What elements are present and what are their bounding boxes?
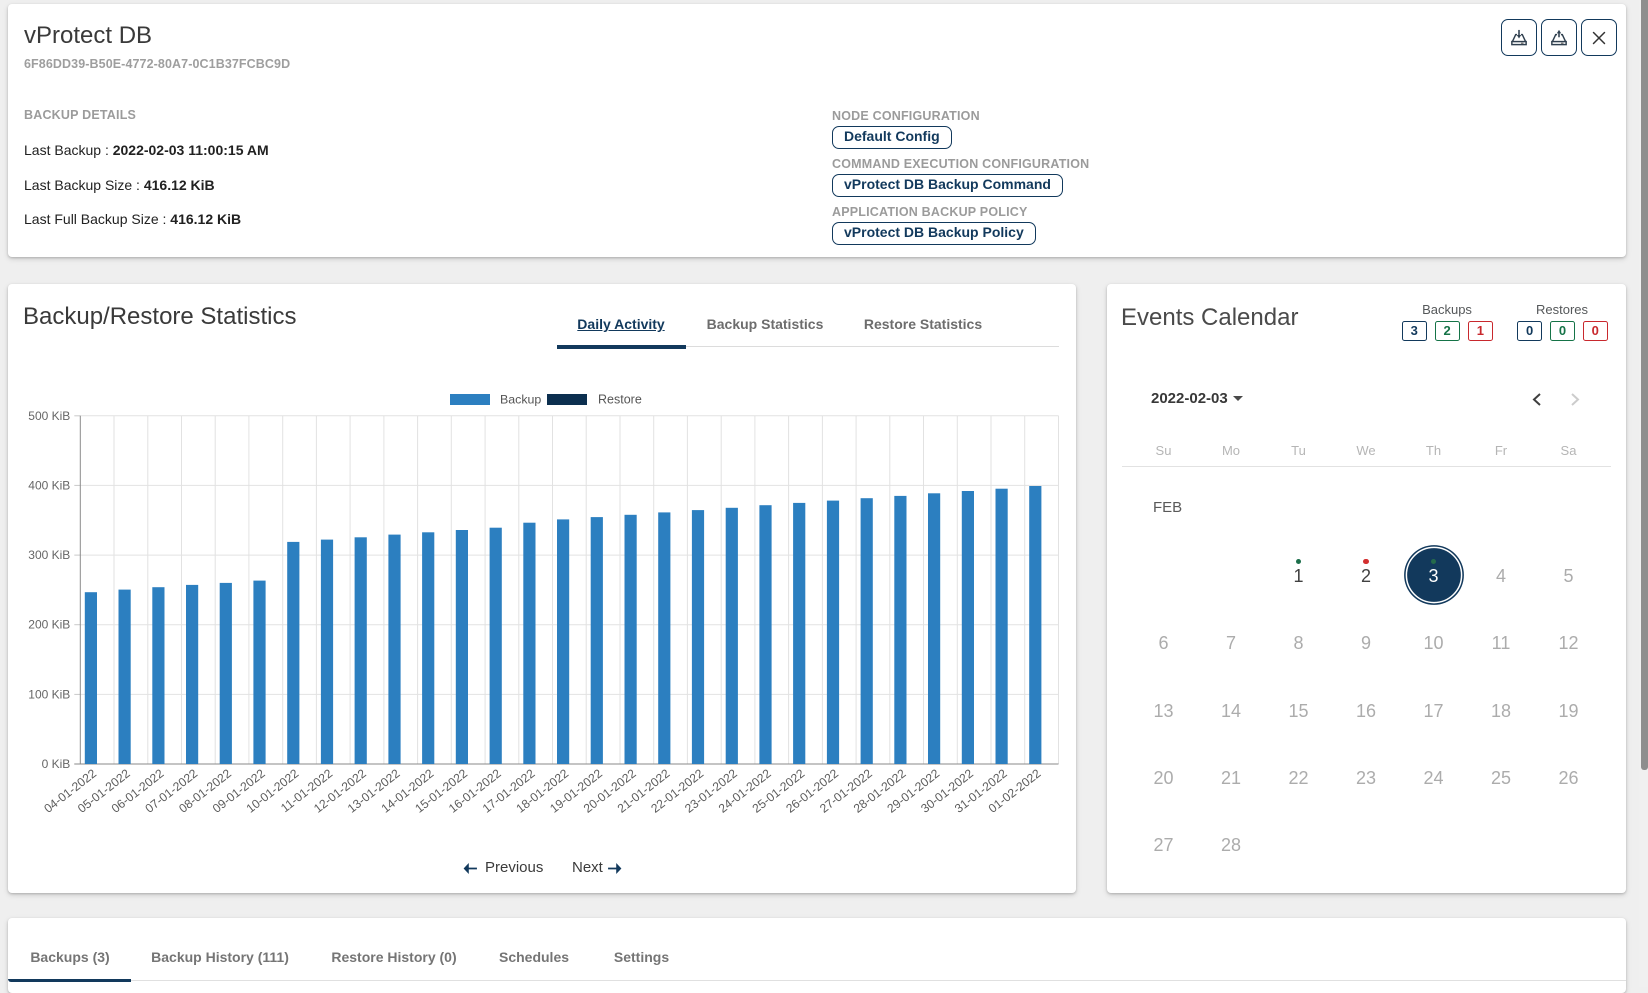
svg-text:Restore: Restore	[598, 393, 642, 407]
svg-text:100 KiB: 100 KiB	[28, 687, 70, 701]
svg-text:200 KiB: 200 KiB	[28, 618, 70, 632]
svg-text:400 KiB: 400 KiB	[28, 478, 70, 492]
svg-text:500 KiB: 500 KiB	[28, 409, 70, 423]
svg-text:0 KiB: 0 KiB	[42, 757, 71, 771]
svg-text:300 KiB: 300 KiB	[28, 548, 70, 562]
svg-text:Backup: Backup	[500, 393, 541, 407]
